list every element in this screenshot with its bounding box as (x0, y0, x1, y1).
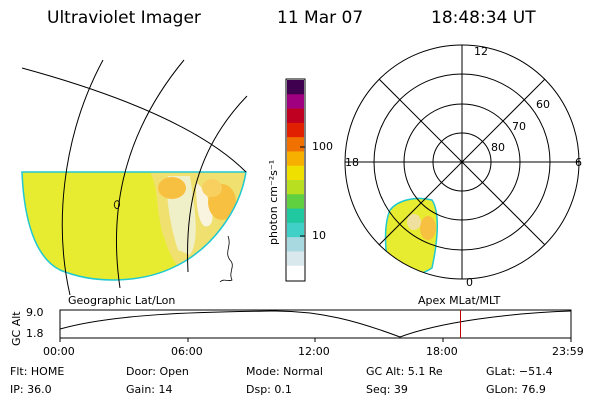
latitude-line (21, 67, 247, 173)
aurora-hotspot-3 (202, 179, 222, 197)
meridian-line-1 (61, 59, 104, 296)
info-gc-alt: GC Alt: 5.1 Re (366, 365, 443, 378)
mlt-label-6: 6 (575, 156, 582, 169)
colorbar-segment (287, 122, 304, 138)
app-title: Ultraviolet Imager (47, 8, 201, 28)
mlat-label-80: 80 (491, 141, 505, 154)
altitude-plot (59, 309, 572, 342)
altitude-ytick-min: 1.8 (26, 327, 44, 340)
colorbar-segment (287, 222, 304, 238)
colorbar-frame (285, 78, 306, 282)
colorbar-segment (287, 180, 304, 195)
info-flt: Flt: HOME (10, 365, 65, 378)
mlat-label-70: 70 (512, 120, 526, 133)
colorbar-unit-label: photon cm⁻²s⁻¹ (267, 159, 280, 245)
info-ip: IP: 36.0 (10, 383, 52, 396)
coastline-1 (219, 235, 233, 283)
info-glat: GLat: −51.4 (486, 365, 553, 378)
colorbar-segment (287, 80, 304, 95)
colorbar-segment (287, 108, 304, 124)
altitude-ytick-max: 9.0 (26, 306, 44, 319)
geographic-label: Geographic Lat/Lon (68, 294, 176, 307)
colorbar-segment (287, 151, 304, 167)
polar-aurora-hotspot (420, 216, 436, 240)
info-door: Door: Open (126, 365, 189, 378)
apex-label: Apex MLat/MLT (418, 294, 501, 307)
meridian-line-3 (187, 95, 248, 273)
altitude-xtick-12: 12:00 (298, 345, 330, 358)
aurora-hotspot-1 (158, 177, 186, 199)
mlt-label-18: 18 (345, 156, 359, 169)
colorbar-segment (287, 165, 304, 181)
colorbar-label-100: 100 (312, 140, 333, 153)
info-gain: Gain: 14 (126, 383, 173, 396)
colorbar-segment (287, 194, 304, 210)
info-mode: Mode: Normal (246, 365, 323, 378)
colorbar-segment (287, 251, 304, 267)
colorbar-label-10: 10 (312, 229, 326, 242)
meridian-line-2 (116, 59, 185, 289)
info-seq: Seq: 39 (366, 383, 408, 396)
altitude-curve (59, 310, 572, 338)
altitude-ylabel: GC Alt (10, 311, 23, 346)
geographic-map (21, 59, 248, 296)
colorbar-segment (287, 237, 304, 252)
altitude-xtick-24: 23:59 (552, 345, 584, 358)
altitude-xtick-18: 18:00 (426, 345, 458, 358)
polar-plot (344, 44, 580, 280)
aurora-band-white-2 (196, 182, 213, 227)
mlt-label-0: 0 (466, 276, 473, 289)
colorbar-segment (287, 137, 304, 152)
info-glon: GLon: 76.9 (486, 383, 546, 396)
coastline-2 (113, 200, 121, 209)
hemisphere-outline (21, 171, 247, 281)
colorbar-segment (287, 208, 304, 224)
mlt-label-12: 12 (474, 45, 488, 58)
colorbar (285, 78, 306, 282)
colorbar-segment (287, 94, 304, 110)
colorbar-segment (287, 265, 304, 281)
altitude-xtick-0: 00:00 (43, 345, 75, 358)
altitude-xtick-6: 06:00 (171, 345, 203, 358)
polar-diagonal-2 (378, 78, 546, 246)
mlat-label-60: 60 (536, 98, 550, 111)
time-label: 18:48:34 UT (431, 8, 536, 28)
info-dsp: Dsp: 0.1 (246, 383, 292, 396)
polar-aurora-pale (407, 214, 421, 230)
date-label: 11 Mar 07 (277, 8, 364, 28)
